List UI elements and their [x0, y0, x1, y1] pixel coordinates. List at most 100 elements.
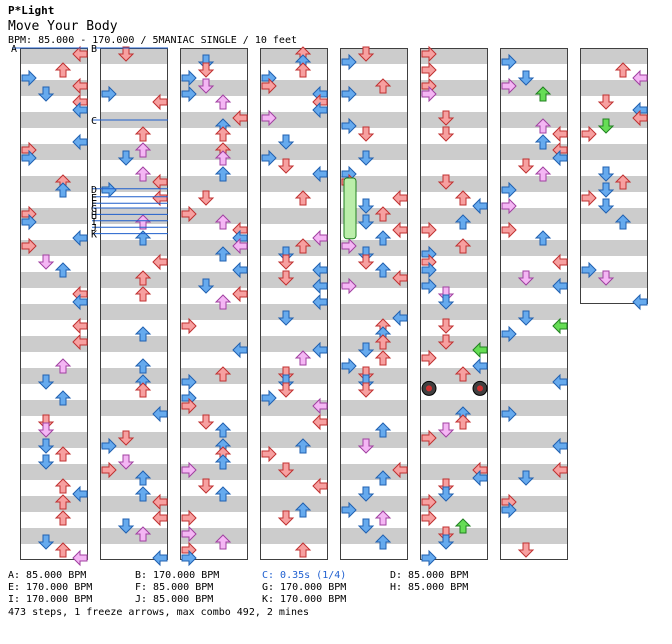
- legend-A: A: 85.000 BPM: [8, 570, 87, 581]
- step-arrow: [374, 230, 392, 246]
- step-arrow: [454, 190, 472, 206]
- step-arrow: [421, 493, 437, 511]
- step-arrow: [501, 405, 517, 423]
- legend-H: H: 85.000 BPM: [390, 582, 469, 593]
- step-arrow: [312, 101, 328, 119]
- legend-J: J: 85.000 BPM: [135, 594, 214, 605]
- song-title: Move Your Body: [8, 19, 118, 34]
- step-arrow: [294, 350, 312, 366]
- step-arrow: [261, 109, 277, 127]
- step-arrow: [517, 270, 535, 286]
- step-arrow: [374, 422, 392, 438]
- step-arrow: [214, 294, 232, 310]
- step-arrow: [517, 70, 535, 86]
- step-arrow: [357, 342, 375, 358]
- step-arrow: [392, 269, 408, 287]
- step-arrow: [54, 358, 72, 374]
- step-arrow: [37, 254, 55, 270]
- step-arrow: [534, 118, 552, 134]
- step-arrow: [152, 549, 168, 567]
- step-arrow: [437, 110, 455, 126]
- step-arrow: [101, 85, 117, 103]
- step-arrow: [341, 277, 357, 295]
- step-arrow: [54, 478, 72, 494]
- step-arrow: [357, 382, 375, 398]
- legend-C: C: 0.35s (1/4): [262, 570, 347, 581]
- step-arrow: [21, 213, 37, 231]
- step-arrow: [277, 462, 295, 478]
- step-arrow: [501, 77, 517, 95]
- step-arrow: [534, 134, 552, 150]
- step-arrow: [341, 117, 357, 135]
- step-arrow: [597, 118, 615, 134]
- chart-column: [580, 48, 648, 304]
- step-arrow: [357, 150, 375, 166]
- step-arrow: [552, 149, 568, 167]
- step-arrow: [534, 230, 552, 246]
- step-arrow: [261, 77, 277, 95]
- bpm-marker-label: A: [11, 44, 17, 55]
- step-arrow: [357, 254, 375, 270]
- step-arrow: [312, 277, 328, 295]
- legend-F: F: 85.000 BPM: [135, 582, 214, 593]
- step-arrow: [101, 461, 117, 479]
- step-arrow: [181, 85, 197, 103]
- step-arrow: [501, 501, 517, 519]
- step-arrow: [421, 509, 437, 527]
- step-arrow: [232, 285, 248, 303]
- legend-I: I: 170.000 BPM: [8, 594, 93, 605]
- step-arrow: [294, 238, 312, 254]
- step-arrow: [37, 438, 55, 454]
- step-arrow: [72, 333, 88, 351]
- step-arrow: [214, 366, 232, 382]
- step-arrow: [312, 165, 328, 183]
- step-arrow: [392, 189, 408, 207]
- step-arrow: [374, 470, 392, 486]
- step-arrow: [357, 486, 375, 502]
- bpm-marker-label: B: [91, 44, 97, 55]
- step-arrow: [437, 294, 455, 310]
- legend-D: D: 85.000 BPM: [390, 570, 469, 581]
- step-arrow: [72, 293, 88, 311]
- step-arrow: [472, 341, 488, 359]
- legend-E: E: 170.000 BPM: [8, 582, 93, 593]
- step-arrow: [214, 150, 232, 166]
- step-arrow: [37, 454, 55, 470]
- bpm-marker-label: D: [91, 185, 97, 196]
- bpm-marker-label: J: [91, 223, 97, 234]
- step-arrow: [72, 485, 88, 503]
- step-arrow: [517, 310, 535, 326]
- step-arrow: [261, 149, 277, 167]
- step-arrow: [277, 158, 295, 174]
- step-arrow: [312, 341, 328, 359]
- bpm-marker-label: C: [91, 116, 97, 127]
- step-arrow: [134, 526, 152, 542]
- step-arrow: [134, 214, 152, 230]
- step-arrow: [152, 93, 168, 111]
- step-arrow: [597, 94, 615, 110]
- legend-G: G: 170.000 BPM: [262, 582, 347, 593]
- step-arrow: [341, 357, 357, 375]
- step-arrow: [54, 390, 72, 406]
- chart-meta: BPM: 85.000 - 170.000 / 5MANIAC SINGLE /…: [8, 35, 297, 46]
- step-arrow: [597, 182, 615, 198]
- step-arrow: [501, 181, 517, 199]
- mine: [421, 380, 437, 396]
- step-arrow: [117, 46, 135, 62]
- step-arrow: [472, 469, 488, 487]
- step-arrow: [37, 86, 55, 102]
- step-arrow: [261, 445, 277, 463]
- step-arrow: [552, 125, 568, 143]
- step-arrow: [117, 430, 135, 446]
- step-arrow: [197, 190, 215, 206]
- step-arrow: [374, 262, 392, 278]
- step-arrow: [214, 454, 232, 470]
- chart-column: [420, 48, 488, 560]
- step-arrow: [134, 126, 152, 142]
- step-arrow: [341, 53, 357, 71]
- step-arrow: [312, 261, 328, 279]
- bpm-marker-label: G: [91, 204, 97, 215]
- bpm-marker-label: E: [91, 193, 97, 204]
- step-arrow: [72, 317, 88, 335]
